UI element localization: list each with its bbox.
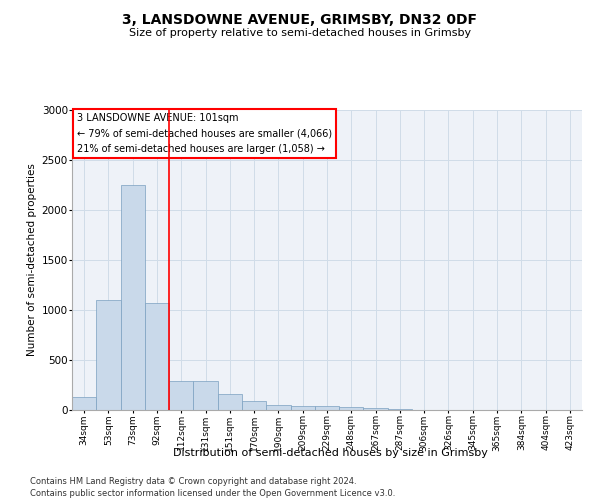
Bar <box>315 406 339 410</box>
Bar <box>388 409 412 410</box>
Y-axis label: Number of semi-detached properties: Number of semi-detached properties <box>28 164 37 356</box>
Bar <box>242 401 266 410</box>
Bar <box>145 303 169 410</box>
Bar <box>339 406 364 410</box>
Text: Contains HM Land Registry data © Crown copyright and database right 2024.: Contains HM Land Registry data © Crown c… <box>30 478 356 486</box>
Bar <box>169 380 193 410</box>
Bar <box>290 406 315 410</box>
Text: Size of property relative to semi-detached houses in Grimsby: Size of property relative to semi-detach… <box>129 28 471 38</box>
Text: 3, LANSDOWNE AVENUE, GRIMSBY, DN32 0DF: 3, LANSDOWNE AVENUE, GRIMSBY, DN32 0DF <box>122 12 478 26</box>
Bar <box>193 380 218 410</box>
Bar <box>72 397 96 410</box>
Text: 3 LANSDOWNE AVENUE: 101sqm
← 79% of semi-detached houses are smaller (4,066)
21%: 3 LANSDOWNE AVENUE: 101sqm ← 79% of semi… <box>77 113 332 154</box>
Bar <box>266 404 290 410</box>
Bar <box>121 185 145 410</box>
Text: Contains public sector information licensed under the Open Government Licence v3: Contains public sector information licen… <box>30 489 395 498</box>
Bar <box>364 408 388 410</box>
Bar <box>218 394 242 410</box>
Text: Distribution of semi-detached houses by size in Grimsby: Distribution of semi-detached houses by … <box>173 448 487 458</box>
Bar <box>96 300 121 410</box>
